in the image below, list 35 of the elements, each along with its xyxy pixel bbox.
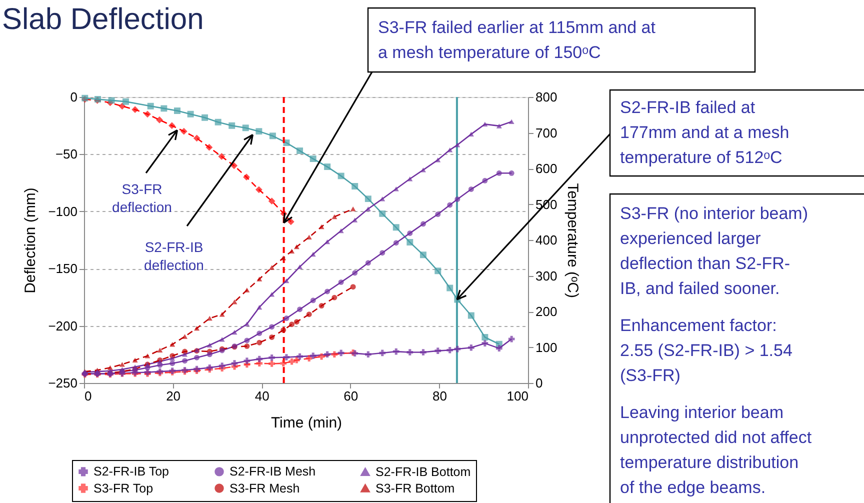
y2-tick-label: 600 [536, 161, 558, 176]
x-tick-label: 60 [344, 388, 358, 404]
x-tick-label: 100 [506, 388, 528, 404]
annotation: S3-FR deflection [112, 181, 172, 215]
text: S3-FR (no interior beam) experienced larger deflection than S2-FR- IB, and failed sooner. Enhancement factor: 2.55 (S2-FR-IB) > 1.54 (S3-FR) Leaving interior beam unprotected did not affect temperature distribution of the edge beams. [620, 204, 812, 497]
y-tick-label: −250 [48, 376, 78, 390]
legend-label: S2-FR-IB Bottom [376, 464, 471, 479]
y-tick-label: −150 [48, 261, 78, 276]
y2-axis-title: Temperature (ᵒC) [564, 183, 582, 298]
y-axis-title: Deflection (mm) [22, 188, 40, 294]
legend-label: S2-FR-IB Mesh [230, 464, 316, 479]
x-tick-label: 40 [254, 388, 270, 404]
annotation: S3-FR failed earlier at 115mm and at a mesh temperature of 150ᵒC [378, 18, 656, 62]
y2-tick-label: 800 [536, 90, 558, 104]
x-axis-title: Time (min) [270, 414, 342, 432]
annotation: S2-FR-IB deflection [144, 239, 204, 273]
annotation: S2-FR-IB failed at 177mm and at a mesh temperature of 512ᵒC [620, 98, 790, 167]
chart-title: Slab Deflection [2, 3, 204, 36]
y2-tick-label: 100 [536, 340, 558, 355]
y2-tick-label: 200 [536, 304, 558, 319]
x-tick-label: 20 [166, 388, 181, 404]
y2-tick-label: 0 [536, 376, 543, 390]
y-tick-label: −50 [55, 146, 78, 162]
legend-label: S2-FR-IB Top [94, 464, 170, 479]
y-tick-label: −200 [48, 318, 78, 334]
y2-tick-label: 700 [536, 125, 558, 140]
y2-tick-label: 400 [536, 232, 558, 248]
x-tick-label: 0 [84, 388, 92, 404]
legend-label: S3-FR Bottom [376, 481, 455, 496]
legend-label: S3-FR Mesh [230, 481, 300, 496]
y2-tick-label: 300 [536, 268, 558, 284]
x-tick-label: 80 [432, 388, 447, 404]
y-tick-label: 0 [70, 90, 78, 104]
y-tick-label: −100 [48, 204, 78, 219]
legend-label: S3-FR Top [94, 481, 154, 496]
